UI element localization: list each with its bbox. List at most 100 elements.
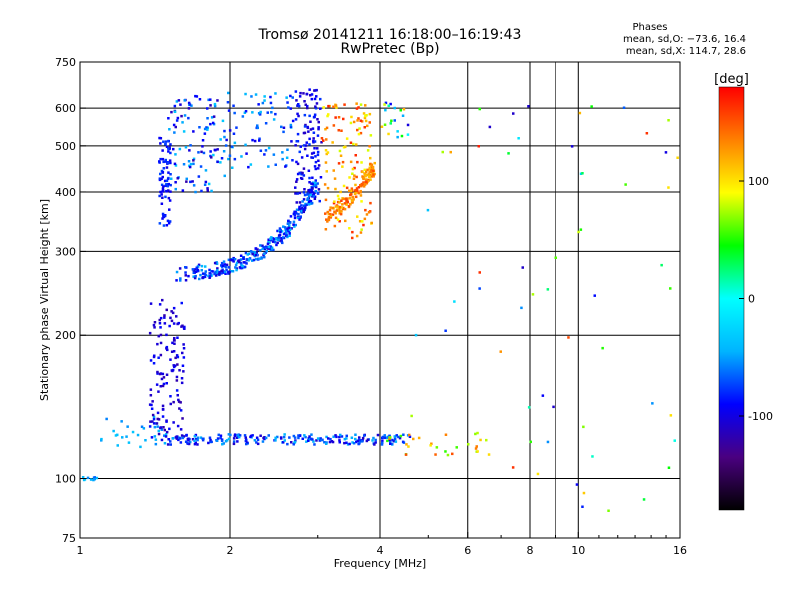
echo-point [342,206,345,210]
echo-point [203,183,207,186]
echo-point [329,206,332,209]
echo-point [192,184,196,187]
echo-point [247,165,250,169]
echo-point [227,91,230,95]
echo-point [293,225,296,228]
echo-point [206,107,209,110]
echo-point [164,140,168,143]
echo-point [216,148,219,151]
echo-point [235,261,239,264]
echo-point [340,199,343,202]
echo-point [331,141,334,144]
echo-point [316,147,319,150]
echo-point [359,191,362,194]
echo-point [219,436,222,440]
echo-point [193,442,197,446]
echo-point [213,104,217,108]
echo-point [161,187,165,190]
echo-point [298,201,302,204]
echo-point [333,210,336,213]
echo-point [292,220,296,224]
echo-point [187,160,191,163]
echo-point [369,156,372,160]
echo-point [220,272,223,275]
echo-point [353,174,356,177]
echo-point [187,107,191,110]
echo-point [167,139,170,143]
echo-point [184,279,188,282]
echo-point [258,139,261,142]
echo-point [334,104,338,107]
echo-point [345,137,349,140]
echo-point [204,169,208,172]
echo-point [203,127,207,131]
echo-point [343,441,346,445]
echo-point [193,271,196,274]
echo-point [359,119,362,122]
echo-point [303,125,307,128]
echo-point [567,336,570,339]
echo-point [184,146,188,149]
echo-point [226,101,230,104]
echo-point [324,212,327,215]
echo-point [274,163,277,166]
echo-point [311,194,314,197]
echo-point [308,114,311,118]
echo-point [220,439,224,443]
echo-point [478,287,481,290]
echo-point [360,200,363,203]
echo-point [221,443,224,446]
echo-point [407,445,410,448]
echo-point [167,222,171,225]
echo-point [282,441,285,444]
echo-point [292,434,296,438]
echo-point [152,422,156,425]
echo-point [213,272,216,276]
echo-point [233,157,237,161]
echo-point [552,405,555,409]
y-tick-label: 600 [55,102,76,115]
echo-point [95,476,99,480]
echo-point [192,162,195,166]
echo-point [277,236,281,239]
echo-point [304,123,307,127]
echo-point [227,270,230,273]
echo-point [344,145,347,149]
echo-point [346,200,349,204]
echo-point [93,477,96,481]
echo-point [148,425,152,428]
echo-point [667,186,670,189]
echo-point [348,442,351,446]
echo-point [529,440,532,444]
echo-point [158,318,161,322]
echo-point [274,237,278,240]
echo-point [269,237,272,240]
echo-point [365,213,369,216]
echo-point [267,165,270,168]
echo-point [263,252,266,256]
echo-point [172,123,176,127]
echo-point [171,311,175,315]
echo-point [308,143,311,146]
echo-point [92,478,95,482]
echo-point [223,270,227,274]
echo-point [159,326,162,329]
echo-point [281,151,284,154]
echo-point [485,438,488,442]
echo-point [383,434,386,437]
echo-point [282,236,285,239]
echo-point [402,108,406,111]
echo-point [239,258,243,261]
echo-point [369,173,372,177]
echo-point [168,427,171,431]
echo-point [233,111,236,115]
echo-point [274,436,277,440]
echo-point [206,187,209,190]
echo-point [288,221,292,224]
echo-point [410,414,413,418]
echo-point [175,354,179,357]
echo-point [335,435,338,439]
echo-point [372,175,375,178]
echo-point [355,191,358,194]
echo-point [372,173,375,176]
